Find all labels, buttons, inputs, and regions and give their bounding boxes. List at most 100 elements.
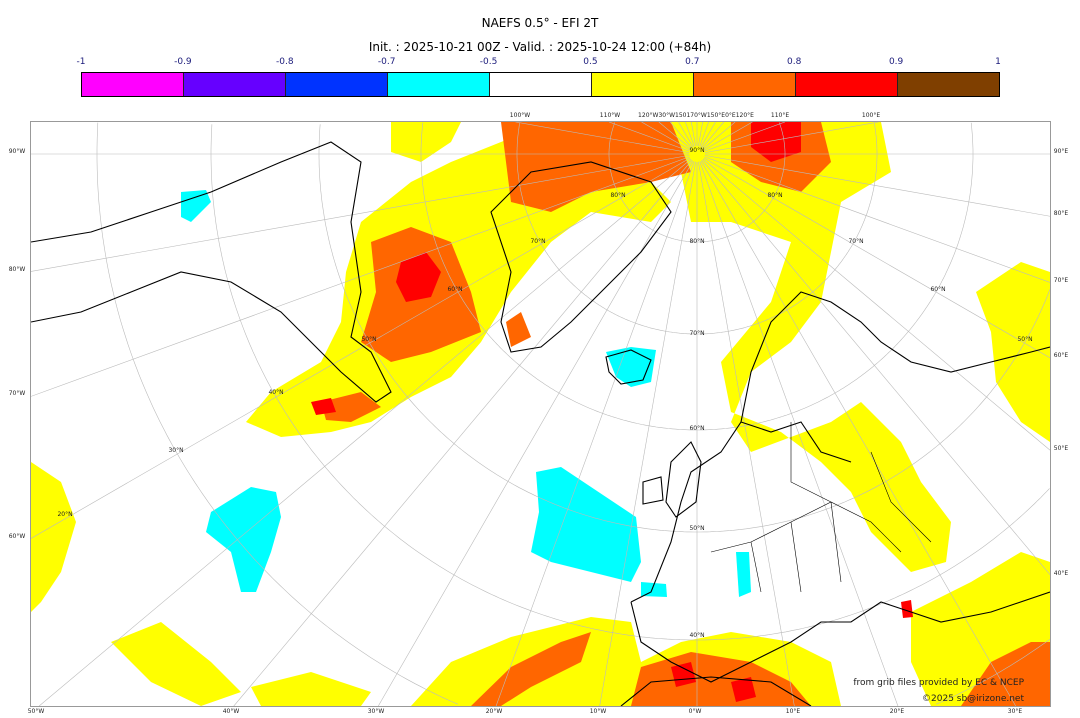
meridian-line	[701, 122, 725, 149]
colorbar	[81, 72, 1000, 97]
coordinate-label: 50°N	[1017, 336, 1033, 343]
efi-area	[31, 462, 76, 612]
meridian-line	[608, 122, 690, 152]
colorbar-segment	[82, 73, 184, 96]
coordinate-label: 60°E	[1053, 352, 1069, 359]
map-canvas	[31, 122, 1050, 706]
colorbar-tick-label: -0.5	[479, 57, 498, 67]
coordinate-label: 20°N	[57, 511, 73, 518]
efi-area	[606, 347, 656, 387]
colorbar-tick-label: -1	[76, 57, 86, 67]
parallel-line	[420, 122, 974, 431]
efi-area	[961, 642, 1050, 706]
coordinate-label: 110°E	[770, 112, 790, 119]
coastline-africa	[620, 676, 812, 706]
colorbar-tick-label: 0.5	[583, 57, 598, 67]
meridian-line	[38, 158, 692, 706]
colorbar-tick-label: 0.8	[787, 57, 802, 67]
colorbar-tick-label: -0.8	[275, 57, 294, 67]
efi-cyan-areas	[181, 190, 751, 597]
colorbar-tick-label: -0.9	[174, 57, 192, 67]
coordinate-label: 40°N	[689, 632, 705, 639]
meridian-line	[31, 155, 690, 272]
meridian-line	[704, 155, 1050, 217]
coordinate-label: 80°W	[8, 266, 26, 273]
meridian-line	[703, 122, 753, 151]
chart-subtitle: Init. : 2025-10-21 00Z - Valid. : 2025-1…	[368, 40, 712, 54]
meridian-line	[698, 122, 703, 147]
meridian-line	[702, 158, 1050, 451]
colorbar-segment	[286, 73, 388, 96]
coordinate-label: 40°E	[1053, 570, 1069, 577]
coordinate-label: 50°E	[1053, 445, 1069, 452]
graticule	[31, 122, 1050, 706]
parallel-line	[318, 124, 1050, 533]
meridian-line	[702, 122, 736, 150]
efi-area	[251, 672, 371, 706]
colorbar-segment	[796, 73, 898, 96]
efi-area	[206, 487, 281, 592]
coordinate-label: 60°N	[930, 286, 946, 293]
efi-area	[311, 398, 336, 415]
coordinate-label: 40°N	[268, 389, 284, 396]
efi-red-areas	[311, 122, 913, 702]
source-credit: from grib files provided by EC & NCEP	[853, 678, 1024, 688]
colorbar-segment	[898, 73, 999, 96]
meridian-line	[699, 122, 709, 147]
efi-fields	[31, 122, 1050, 706]
meridian-line	[703, 157, 1050, 359]
meridian-line	[495, 161, 695, 706]
coordinate-label: 0°W	[688, 708, 702, 715]
coordinate-label: 100°W	[509, 112, 531, 119]
coordinate-label: 80°N	[610, 192, 626, 199]
meridian-line	[698, 161, 795, 706]
coordinate-label: 70°E	[1053, 277, 1069, 284]
coordinate-label: 60°W	[8, 533, 26, 540]
colorbar-segment	[184, 73, 286, 96]
colorbar-tick-label: 0.7	[685, 57, 700, 67]
copyright: ©2025 sb@irizone.net	[922, 694, 1024, 704]
efi-area	[671, 662, 696, 687]
meridian-line	[669, 122, 693, 149]
map[interactable]: 90°N 80°N 70°N 60°N 50°N 40°N 80°N 70°N 60°N 50°N…	[30, 121, 1051, 707]
coordinate-label: 50°W	[27, 708, 45, 715]
meridian-line	[700, 122, 716, 148]
coordinate-label: 40°W	[222, 708, 240, 715]
coordinate-label: 60°N	[447, 286, 463, 293]
country-borders	[710, 422, 932, 593]
meridian-line	[700, 160, 1016, 706]
meridian-line	[691, 122, 696, 147]
coordinate-label: 120°W30°W150170°W150°E0°E120°E	[638, 112, 754, 119]
efi-area	[531, 467, 641, 582]
colorbar-segment	[694, 73, 796, 96]
efi-area	[731, 677, 756, 702]
coordinate-label: 70°N	[530, 238, 546, 245]
meridian-line	[704, 156, 1050, 283]
coastline-europe	[630, 291, 1050, 683]
efi-area	[901, 600, 913, 618]
meridian-line	[233, 159, 693, 706]
colorbar-tick-label: 1	[995, 57, 1001, 67]
coordinate-label: 50°N	[361, 336, 377, 343]
parallel-line	[96, 122, 1050, 705]
efi-area	[471, 632, 591, 706]
coordinate-label: 70°N	[848, 238, 864, 245]
coordinate-label: 70°W	[8, 390, 26, 397]
coordinate-label: 30°N	[168, 447, 184, 454]
efi-area	[751, 122, 801, 162]
meridian-line	[701, 159, 1050, 575]
coordinate-label: 80°E	[1053, 210, 1069, 217]
meridian-line	[699, 161, 899, 706]
colorbar-segment	[388, 73, 490, 96]
colorbar-segment	[490, 73, 592, 96]
coastline-british-isles	[642, 441, 702, 518]
coastline-iceland	[605, 349, 652, 385]
colorbar-tick-label: -0.7	[377, 57, 396, 67]
coordinate-label: 10°W	[589, 708, 607, 715]
coordinate-label: 20°W	[485, 708, 503, 715]
coordinate-label: 90°N	[689, 147, 705, 154]
efi-area	[181, 190, 211, 222]
efi-area	[506, 312, 531, 347]
coastlines	[31, 141, 1050, 706]
coordinate-label: 70°N	[689, 330, 705, 337]
